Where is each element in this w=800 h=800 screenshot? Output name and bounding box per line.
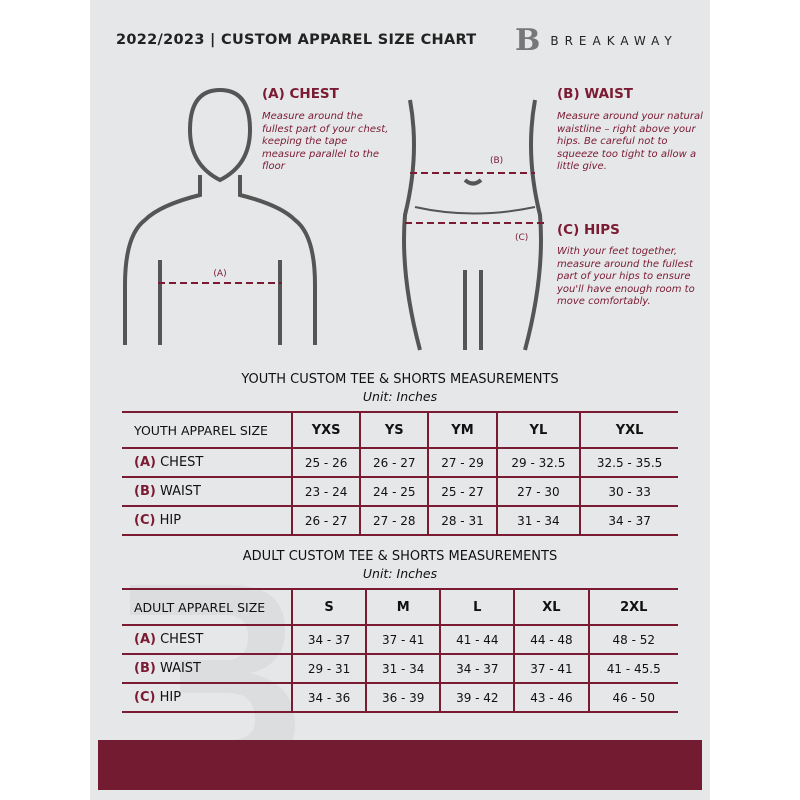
table-row: (A) CHEST 34 - 37 37 - 41 41 - 44 44 - 48 48 … <box>122 624 678 655</box>
size-header: ADULT APPAREL SIZE <box>122 588 292 626</box>
torso-illustration: (A) <box>123 87 317 345</box>
table-cell: 32.5 - 35.5 <box>579 447 678 478</box>
hips-description: With your feet together, measure around … <box>557 246 695 307</box>
table-cell: 24 - 25 <box>359 476 429 507</box>
adult-size-table: ADULT APPAREL SIZE S M L XL 2XL (A) CHEST 34 - … <box>122 588 678 713</box>
table-cell: 27 - 30 <box>495 476 581 507</box>
size-chart-sheet: 2022/2023 | CUSTOM APPAREL SIZE CHART B … <box>90 0 710 800</box>
table-cell: 25 - 26 <box>290 447 361 478</box>
table-cell: 37 - 41 <box>513 653 589 684</box>
measurement-label: (A) CHEST <box>122 447 292 478</box>
table-row: (A) CHEST 25 - 26 26 - 27 27 - 29 29 - 32.5 3… <box>122 447 678 478</box>
table-cell: 44 - 48 <box>513 624 589 655</box>
brand-logo: B BREAKAWAY <box>515 26 678 56</box>
table-cell: 37 - 41 <box>365 624 441 655</box>
table-cell: 31 - 34 <box>495 505 581 536</box>
table-cell: 27 - 28 <box>359 505 429 536</box>
youth-unit: Unit: Inches <box>362 389 438 404</box>
youth-size-table: YOUTH APPAREL SIZE YXS YS YM YL YXL (A) CHEST 2… <box>122 411 678 536</box>
waist-heading: (B) WAIST <box>557 86 634 102</box>
table-row: (B) WAIST 29 - 31 31 - 34 34 - 37 37 - 41 41 … <box>122 653 678 684</box>
size-column-header: L <box>439 588 515 626</box>
table-cell: 25 - 27 <box>427 476 497 507</box>
measurement-label: (B) WAIST <box>122 653 292 684</box>
size-column-header: YS <box>359 411 429 449</box>
table-cell: 26 - 27 <box>290 505 361 536</box>
hips-heading: (C) HIPS <box>557 222 620 238</box>
size-column-header: XL <box>513 588 589 626</box>
adult-unit: Unit: Inches <box>362 566 438 581</box>
table-cell: 43 - 46 <box>513 682 589 713</box>
table-cell: 29 - 31 <box>290 653 367 684</box>
size-column-header: YM <box>427 411 497 449</box>
size-column-header: YL <box>495 411 581 449</box>
hips-marker: (C) <box>515 233 528 243</box>
measurement-label: (A) CHEST <box>122 624 292 655</box>
table-cell: 39 - 42 <box>439 682 515 713</box>
chest-heading: (A) CHEST <box>262 86 339 102</box>
table-cell: 30 - 33 <box>579 476 678 507</box>
size-column-header: YXS <box>290 411 361 449</box>
youth-section-title: YOUTH CUSTOM TEE & SHORTS MEASUREMENTS <box>241 372 559 387</box>
table-cell: 34 - 37 <box>579 505 678 536</box>
table-header-row: YOUTH APPAREL SIZE YXS YS YM YL YXL <box>122 411 678 449</box>
chest-description: Measure around the fullest part of your … <box>262 111 389 172</box>
table-header-row: ADULT APPAREL SIZE S M L XL 2XL <box>122 588 678 626</box>
adult-section-title: ADULT CUSTOM TEE & SHORTS MEASUREMENTS <box>242 549 558 564</box>
measurement-label: (B) WAIST <box>122 476 292 507</box>
measurement-label: (C) HIP <box>122 682 292 713</box>
size-column-header: S <box>290 588 367 626</box>
table-cell: 26 - 27 <box>359 447 429 478</box>
logo-mark: B <box>515 23 541 58</box>
table-cell: 46 - 50 <box>587 682 678 713</box>
table-cell: 23 - 24 <box>290 476 361 507</box>
brand-name: BREAKAWAY <box>550 34 678 48</box>
footer-band <box>98 740 702 790</box>
table-cell: 34 - 36 <box>290 682 367 713</box>
table-row: (C) HIP 34 - 36 36 - 39 39 - 42 43 - 46 46 - … <box>122 682 678 713</box>
table-cell: 48 - 52 <box>587 624 678 655</box>
hips-illustration: (B) (C) <box>402 99 545 351</box>
table-row: (C) HIP 26 - 27 27 - 28 28 - 31 31 - 34 34 - … <box>122 505 678 536</box>
table-cell: 34 - 37 <box>290 624 367 655</box>
table-cell: 27 - 29 <box>427 447 497 478</box>
size-column-header: YXL <box>579 411 678 449</box>
table-row: (B) WAIST 23 - 24 24 - 25 25 - 27 27 - 30 30 … <box>122 476 678 507</box>
table-cell: 41 - 44 <box>439 624 515 655</box>
table-cell: 29 - 32.5 <box>495 447 581 478</box>
measurement-label: (C) HIP <box>122 505 292 536</box>
size-column-header: 2XL <box>587 588 678 626</box>
chest-marker: (A) <box>213 269 226 279</box>
table-cell: 41 - 45.5 <box>587 653 678 684</box>
table-cell: 31 - 34 <box>365 653 441 684</box>
size-header: YOUTH APPAREL SIZE <box>122 411 292 449</box>
table-cell: 34 - 37 <box>439 653 515 684</box>
waist-description: Measure around your natural waistline – … <box>557 111 703 172</box>
waist-marker: (B) <box>490 156 503 166</box>
size-column-header: M <box>365 588 441 626</box>
table-cell: 36 - 39 <box>365 682 441 713</box>
page-title: 2022/2023 | CUSTOM APPAREL SIZE CHART <box>116 32 477 48</box>
table-cell: 28 - 31 <box>427 505 497 536</box>
